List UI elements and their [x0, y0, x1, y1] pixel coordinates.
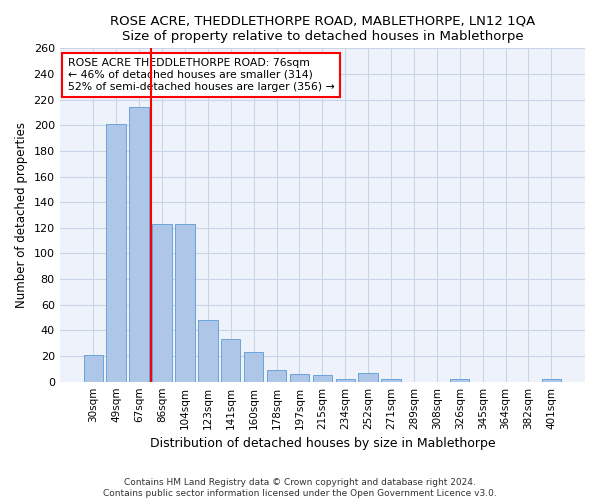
- Y-axis label: Number of detached properties: Number of detached properties: [15, 122, 28, 308]
- Bar: [542, 379, 561, 382]
- Text: ROSE ACRE THEDDLETHORPE ROAD: 76sqm
← 46% of detached houses are smaller (314)
5: ROSE ACRE THEDDLETHORPE ROAD: 76sqm ← 46…: [68, 58, 334, 92]
- Title: ROSE ACRE, THEDDLETHORPE ROAD, MABLETHORPE, LN12 1QA
Size of property relative t: ROSE ACRE, THEDDLETHORPE ROAD, MABLETHOR…: [110, 15, 535, 43]
- Bar: [106, 124, 126, 382]
- Bar: [221, 340, 241, 382]
- Bar: [244, 352, 263, 382]
- Bar: [130, 108, 149, 382]
- Bar: [313, 376, 332, 382]
- X-axis label: Distribution of detached houses by size in Mablethorpe: Distribution of detached houses by size …: [149, 437, 495, 450]
- Bar: [152, 224, 172, 382]
- Bar: [175, 224, 194, 382]
- Bar: [290, 374, 309, 382]
- Text: Contains HM Land Registry data © Crown copyright and database right 2024.
Contai: Contains HM Land Registry data © Crown c…: [103, 478, 497, 498]
- Bar: [83, 355, 103, 382]
- Bar: [382, 379, 401, 382]
- Bar: [267, 370, 286, 382]
- Bar: [450, 379, 469, 382]
- Bar: [198, 320, 218, 382]
- Bar: [358, 372, 378, 382]
- Bar: [335, 379, 355, 382]
